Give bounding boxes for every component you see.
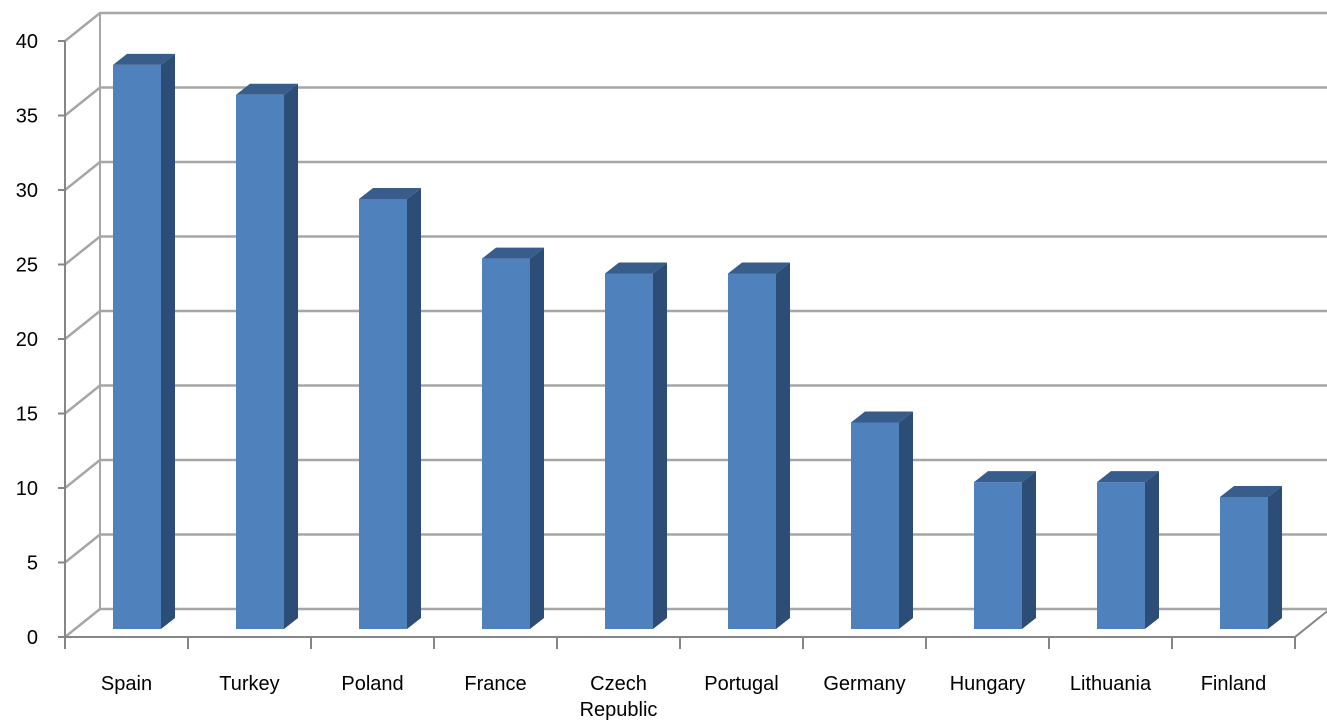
bar-finland [1220, 486, 1282, 629]
y-tick-label-15: 15 [16, 404, 38, 426]
x-tick-label-czech-republic: Czech Republic [580, 673, 658, 721]
bar-germany [851, 411, 913, 629]
bar-front [1220, 497, 1268, 629]
bars [113, 53, 1282, 629]
bar-front [728, 273, 776, 629]
bar-side [284, 83, 298, 629]
x-tick-labels: Spain Turkey Poland France Czech Republic Port… [101, 673, 1266, 721]
bar-front [1097, 482, 1145, 629]
bar-front [605, 273, 653, 629]
x-tick-label-finland: Finland [1201, 673, 1267, 695]
bar-spain [113, 53, 175, 629]
bar-front [974, 482, 1022, 629]
bar-top [113, 53, 175, 65]
y-tick-label-20: 20 [16, 329, 38, 351]
x-tick-label-lithuania: Lithuania [1070, 673, 1152, 695]
bar-side [407, 188, 421, 629]
bar-top [974, 471, 1036, 483]
x-tick-label-portugal: Portugal [704, 673, 779, 695]
bar-top [1097, 471, 1159, 483]
bar-side [899, 411, 913, 629]
bar-front [851, 422, 899, 629]
bar-top [236, 83, 298, 95]
bar-czech-republic [605, 262, 667, 629]
bar-lithuania [1097, 471, 1159, 629]
y-tick-label-0: 0 [27, 627, 38, 649]
bar-front [482, 258, 530, 629]
bar-front [113, 64, 161, 629]
bar-top [482, 247, 544, 259]
y-tick-label-35: 35 [16, 106, 38, 128]
bar-side [653, 262, 667, 629]
bar-top [728, 262, 790, 274]
y-tick-label-30: 30 [16, 180, 38, 202]
bar-side [530, 247, 544, 629]
bar-side [1145, 471, 1159, 629]
x-tick-label-turkey: Turkey [219, 673, 279, 695]
bar-france [482, 247, 544, 629]
bar-front [236, 94, 284, 629]
bar-front [359, 199, 407, 629]
gridline-40 [64, 11, 1327, 42]
bar-top [605, 262, 667, 274]
bar-side [161, 53, 175, 629]
floor-right-edge [1294, 610, 1327, 638]
bar-side [1268, 486, 1282, 629]
y-tick-labels: 0 5 10 15 20 25 30 35 40 [16, 31, 38, 649]
y-tick-label-10: 10 [16, 478, 38, 500]
bar-side [776, 262, 790, 629]
x-tick-label-hungary: Hungary [950, 673, 1026, 695]
x-tick-label-france: France [464, 673, 526, 695]
x-tick-label-germany: Germany [823, 673, 905, 695]
y-tick-label-5: 5 [27, 553, 38, 575]
bar-poland [359, 188, 421, 629]
bar-turkey [236, 83, 298, 629]
x-tick-label-poland: Poland [341, 673, 403, 695]
x-tick-label-spain: Spain [101, 673, 152, 695]
bar-top [1220, 486, 1282, 497]
bar-hungary [974, 471, 1036, 629]
axes [58, 13, 1327, 649]
bar-side [1022, 471, 1036, 629]
y-tick-label-25: 25 [16, 255, 38, 277]
bar-portugal [728, 262, 790, 629]
bar-top [359, 188, 421, 199]
bar-top [851, 411, 913, 423]
y-tick-label-40: 40 [16, 31, 38, 53]
